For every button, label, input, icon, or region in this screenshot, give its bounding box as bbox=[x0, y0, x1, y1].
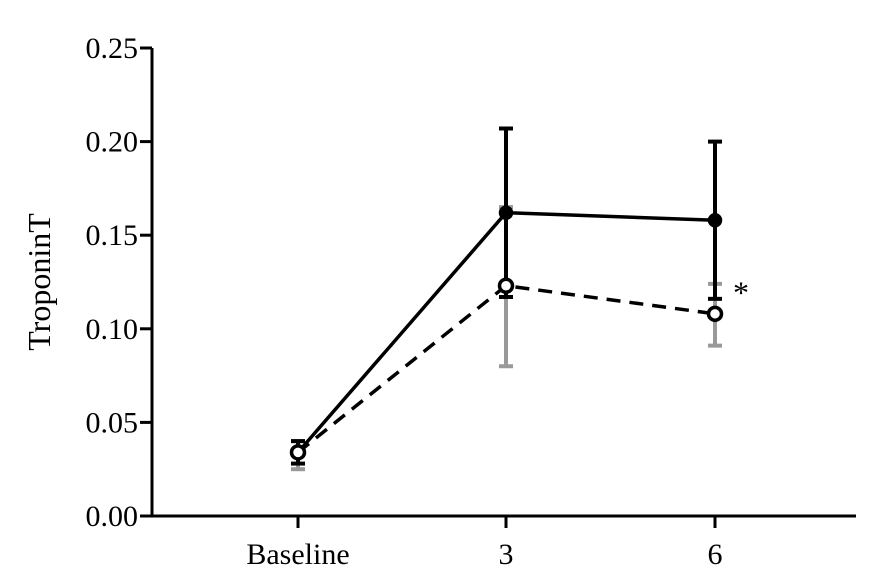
dashed-open-point bbox=[706, 305, 724, 323]
x-tick-label: 3 bbox=[499, 538, 514, 571]
y-tick-label: 0.05 bbox=[86, 406, 139, 439]
significance-asterisk: * bbox=[733, 275, 749, 311]
dashed-open-point bbox=[497, 277, 515, 294]
solid-filled-point bbox=[498, 205, 514, 220]
y-tick-label: 0.20 bbox=[86, 126, 139, 159]
annotations: * bbox=[733, 275, 749, 311]
y-tick-label: 0.15 bbox=[86, 219, 139, 252]
dashed-open-point bbox=[289, 444, 307, 461]
x-tick-label: 6 bbox=[708, 538, 723, 571]
series-layer bbox=[289, 126, 724, 472]
y-tick-label: 0.10 bbox=[86, 313, 139, 346]
x-axis-ticks: Baseline 3 6 bbox=[246, 516, 723, 571]
y-axis-title: TroponinT bbox=[21, 213, 57, 351]
solid-filled-point bbox=[707, 212, 723, 228]
y-tick-label: 0.00 bbox=[86, 500, 139, 533]
x-tick-label: Baseline bbox=[246, 538, 349, 571]
y-axis-ticks: 0.00 0.05 0.10 0.15 0.20 0.25 bbox=[86, 32, 152, 533]
y-tick-label: 0.25 bbox=[86, 32, 139, 65]
